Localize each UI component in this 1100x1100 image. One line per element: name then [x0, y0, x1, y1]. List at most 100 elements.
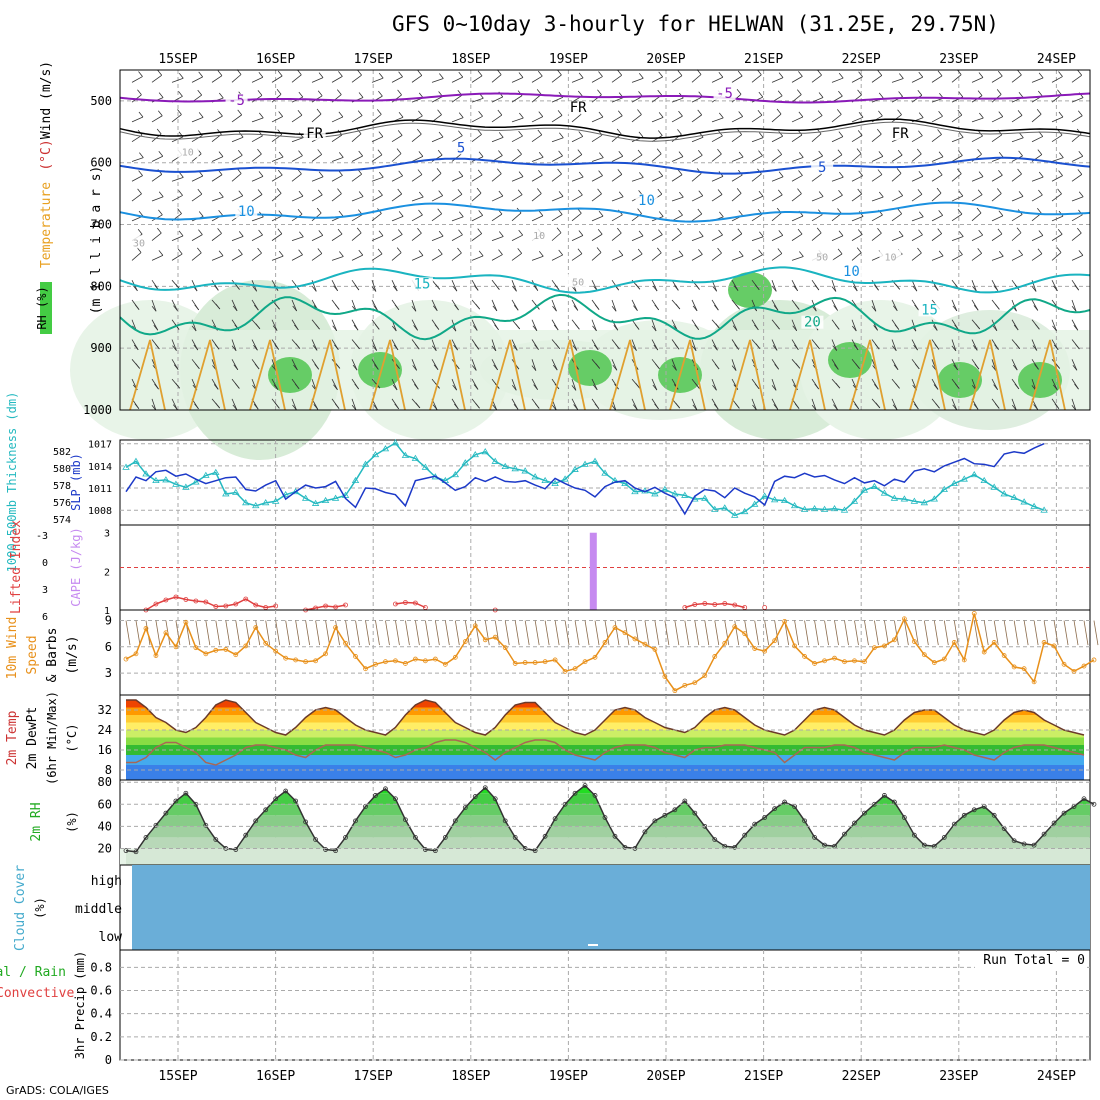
- credit-label: GrADS: COLA/IGES: [6, 1084, 109, 1097]
- wind-barb: [335, 620, 340, 646]
- wind-barb-flag: [378, 189, 383, 196]
- wind-barb: [651, 319, 657, 332]
- wind-barb-flag: [658, 71, 664, 78]
- wind-barb-flag: [1012, 364, 1018, 371]
- wind-barb-flag: [952, 404, 958, 411]
- wind-barb-flag: [895, 284, 901, 290]
- wind-barb: [191, 280, 198, 292]
- contour-label: 10: [884, 253, 896, 264]
- wind-barb-flag: [1055, 363, 1061, 369]
- wind-barb: [631, 339, 637, 351]
- wind-barb-flag: [675, 402, 681, 409]
- wind-barb: [691, 173, 702, 182]
- wind-barb-flag: [996, 89, 1002, 95]
- wind-barb-flag: [392, 285, 398, 292]
- thickness-line-point: [551, 479, 559, 487]
- wind-barb: [205, 620, 211, 646]
- wind-barb-flag: [797, 188, 802, 194]
- wind-barb-flag: [712, 384, 717, 391]
- wind-barb-flag: [513, 404, 519, 410]
- rh-line-point: [442, 835, 448, 840]
- rh-line-point: [762, 815, 768, 820]
- wind-barb: [911, 175, 924, 182]
- x-date-label-bottom: 21SEP: [744, 1069, 783, 1084]
- wind-barb: [871, 196, 884, 202]
- contour-label-bg: [918, 303, 941, 317]
- wind-speed-line-point: [882, 643, 887, 649]
- x-date-label-top: 23SEP: [939, 52, 978, 67]
- wind-barb-flag: [1037, 90, 1043, 97]
- wind-barb: [574, 620, 580, 646]
- wind-barb-flag: [834, 364, 839, 370]
- wind-barb-flag: [317, 189, 323, 196]
- wind-barb-flag: [454, 403, 459, 410]
- wind-barb: [611, 232, 622, 241]
- panel-frame: [119, 949, 1091, 1061]
- thickness-line-point: [701, 494, 709, 501]
- wind-barb-flag: [298, 132, 304, 138]
- wind-barb-flag: [972, 345, 978, 351]
- wind-speed-line-point: [652, 647, 658, 652]
- wind-barb: [171, 253, 183, 261]
- wind-barb-flag: [294, 383, 300, 390]
- contour-label: 30: [133, 238, 145, 249]
- rh-line-point: [1011, 838, 1017, 844]
- wind-barb: [884, 620, 889, 646]
- wind-barb-flag: [898, 230, 904, 237]
- wind-barb-flag: [398, 211, 404, 217]
- wind-barb-flag: [318, 72, 324, 78]
- wind-barb-flag: [918, 229, 923, 236]
- wind-barb: [311, 154, 322, 162]
- wind-barb-flag: [817, 69, 822, 76]
- wind-barb-flag: [738, 210, 744, 216]
- contour-label: 10: [843, 264, 860, 280]
- wind-barb-flag: [878, 110, 883, 117]
- contour-label: 50: [816, 253, 828, 264]
- wind-barb: [275, 620, 281, 646]
- thickness-line-point: [1040, 506, 1048, 513]
- wind-speed-line-point: [472, 623, 478, 629]
- rh-line-point: [482, 785, 488, 791]
- wind-barb-flag: [838, 90, 843, 97]
- wind-barb-flag: [177, 109, 182, 115]
- precip-total-label: Total / Rain: [0, 965, 66, 980]
- wind-barb-flag: [658, 170, 664, 177]
- wind-barb-flag: [978, 229, 984, 236]
- wind-barb-flag: [1071, 404, 1077, 411]
- wind-barb: [571, 113, 582, 123]
- wind-barb-flag: [799, 251, 804, 257]
- wind-barb-flag: [737, 70, 743, 77]
- thickness-line-point: [331, 494, 340, 501]
- wind-barb: [311, 176, 324, 182]
- wind-barb: [511, 234, 523, 241]
- wind-speed-line-point: [852, 658, 857, 664]
- wind-barb-flag: [495, 284, 500, 290]
- wind-barb-flag: [1013, 324, 1019, 331]
- wind-speed-line-point: [333, 625, 338, 630]
- wind-barb: [1031, 113, 1042, 123]
- wind-barb: [891, 235, 904, 241]
- wind-barb: [811, 232, 822, 241]
- wind-barb-flag: [352, 364, 358, 371]
- wind-barb-flag: [297, 109, 303, 116]
- wind-barb: [751, 155, 763, 162]
- wind-barb: [331, 256, 344, 261]
- thickness-line-point: [541, 476, 549, 484]
- wind-barb: [1051, 215, 1064, 222]
- wind-barb-flag: [238, 249, 243, 255]
- wind-barb-flag: [494, 324, 499, 331]
- wind-barb: [711, 378, 717, 391]
- lifted-index-line-point: [732, 602, 738, 608]
- wind-barb-flag: [898, 190, 904, 196]
- wind-barb-flag: [418, 209, 423, 216]
- wind-barb: [355, 620, 360, 646]
- wind-barb: [171, 299, 178, 311]
- rh-line-point: [273, 796, 279, 802]
- wind-barb-flag: [1017, 110, 1023, 116]
- wind-barb: [491, 173, 502, 182]
- wind-barb-flag: [937, 169, 943, 176]
- wind-barb-flag: [316, 207, 322, 214]
- rh-line-point: [1041, 831, 1047, 837]
- wind-barb: [471, 319, 478, 331]
- wind-barb: [754, 620, 760, 646]
